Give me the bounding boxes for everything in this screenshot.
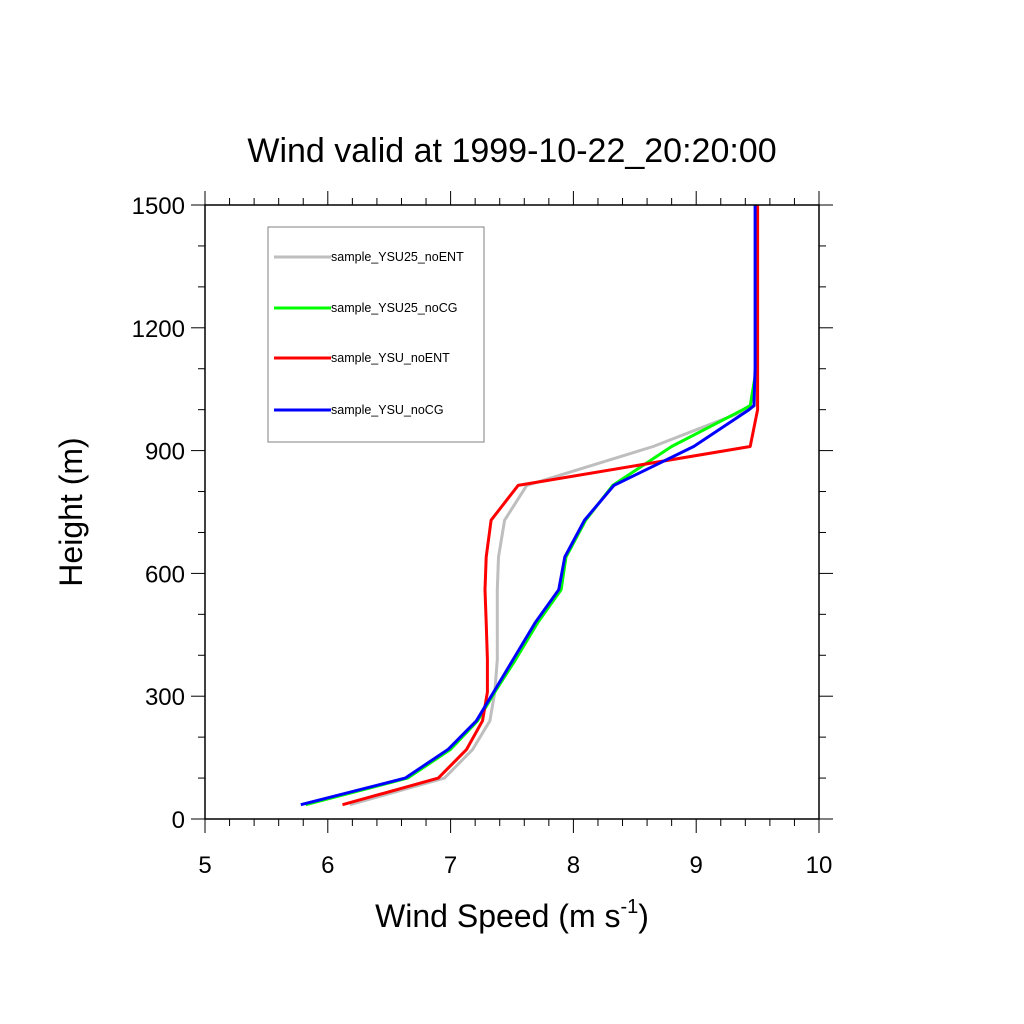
x-axis-label: Wind Speed (m s-1)	[375, 896, 649, 934]
legend-label: sample_YSU_noENT	[331, 351, 450, 365]
x-axis-label-main: Wind Speed (m s	[375, 898, 620, 934]
legend-label: sample_YSU_noCG	[331, 403, 444, 417]
x-tick-label: 5	[198, 852, 211, 879]
x-tick-label: 10	[806, 852, 833, 879]
x-axis-label-suffix: )	[638, 898, 649, 934]
y-tick-label: 600	[145, 561, 185, 588]
y-tick-label: 0	[172, 807, 185, 834]
x-axis-label-superscript: -1	[620, 896, 638, 918]
y-tick-label: 900	[145, 439, 185, 466]
tick-labels: 5 6 7 8 9 10 0 300 600 900 1200 1500	[132, 193, 833, 879]
legend-box	[267, 226, 485, 443]
legend-label: sample_YSU25_noENT	[331, 250, 464, 264]
x-tick-label: 9	[690, 852, 703, 879]
x-tick-label: 8	[567, 852, 580, 879]
axis-ticks	[191, 191, 833, 833]
y-tick-label: 300	[145, 684, 185, 711]
x-tick-label: 6	[321, 852, 334, 879]
series-line-sample_YSU_noCG	[300, 205, 757, 807]
y-tick-label: 1200	[132, 316, 185, 343]
chart-title: Wind valid at 1999-10-22_20:20:00	[247, 132, 776, 170]
y-tick-label: 1500	[132, 193, 185, 220]
plot-frame	[204, 204, 820, 820]
x-tick-label: 7	[444, 852, 457, 879]
plot-lines	[300, 205, 760, 807]
y-axis-label: Height (m)	[53, 437, 89, 586]
legend-label: sample_YSU25_noCG	[331, 301, 457, 315]
legend: sample_YSU25_noENT sample_YSU25_noCGsampl…	[267, 226, 485, 443]
series-line-sample_YSU_noENT	[342, 205, 760, 807]
